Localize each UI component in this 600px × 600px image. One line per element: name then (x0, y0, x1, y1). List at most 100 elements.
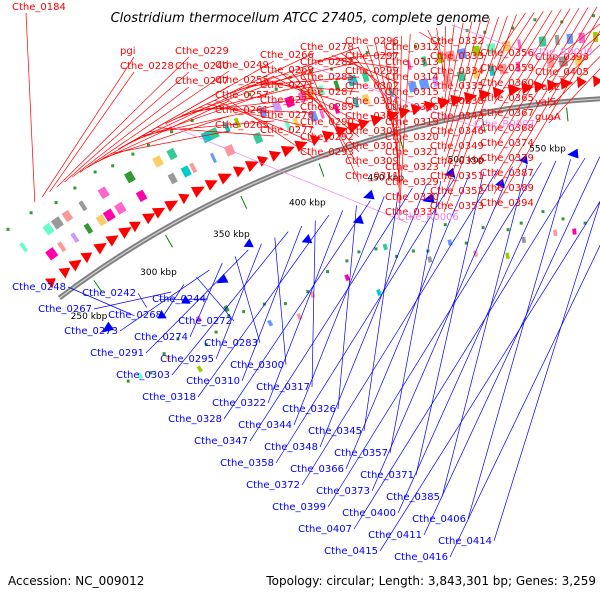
forward-leader-line (49, 71, 135, 193)
forward-gene-label: Cthe_0285 (300, 72, 354, 83)
forward-leader-line (398, 33, 411, 219)
forward-gene-label: Cthe_0249 (215, 60, 269, 71)
reverse-leader-line (267, 210, 344, 404)
forward-cds-arrow (93, 242, 107, 255)
forward-cds-arrow (280, 146, 295, 158)
scale-tick (93, 280, 103, 293)
forward-cds-arrow (142, 213, 156, 225)
reverse-leader-line (171, 231, 289, 376)
map-rings (57, 96, 600, 300)
inner-feature-segment (552, 229, 558, 237)
reverse-cds-arrow (301, 234, 313, 244)
forward-gene-label: Cthe_0374 (480, 138, 534, 149)
reverse-gene-label: Cthe_0274 (134, 332, 188, 343)
forward-leader-line (443, 15, 508, 198)
forward-cds-arrow (321, 130, 335, 142)
gene-features (6, 14, 600, 383)
rna-gene-label: Cthe_R0007 (474, 119, 535, 130)
cog-band-segment (135, 189, 148, 203)
gc-skew-marker (93, 170, 97, 174)
reverse-gene-label: Cthe_0348 (264, 442, 318, 453)
forward-gene-label: Cthe_0261 (215, 105, 269, 116)
cog-band-segment (180, 165, 192, 178)
forward-gene-label: Cthe_0320 (385, 132, 439, 143)
forward-gene-label: Cthe_0311 (345, 171, 399, 182)
forward-gene-label: Cthe_0350 (430, 156, 484, 167)
forward-cds-arrow (309, 134, 321, 147)
cog-band-segment (252, 131, 264, 145)
gc-skew-marker (349, 57, 353, 61)
forward-gene-label: Cthe_0365 (480, 93, 534, 104)
inner-feature-segment (521, 236, 527, 244)
forward-cds-arrow (256, 155, 269, 167)
reverse-gene-label: Cthe_0373 (316, 486, 370, 497)
forward-leader-line (392, 38, 400, 189)
reverse-gene-label: Cthe_0400 (342, 508, 396, 519)
forward-leader-line (332, 55, 400, 84)
forward-leader-line (493, 30, 600, 210)
forward-cds-arrow (335, 126, 348, 138)
forward-leader-line (548, 33, 600, 79)
forward-leader-line (289, 69, 360, 153)
forward-leader-line (141, 105, 275, 137)
forward-gene-label: Cthe_0352 (430, 186, 484, 197)
reverse-cds-arrow (101, 321, 115, 333)
forward-gene-label: Cthe_0282 (300, 57, 354, 68)
reverse-leader-line (467, 159, 571, 520)
forward-gene-label: Cthe_0277 (260, 125, 314, 136)
map-title: Clostridium thermocellum ATCC 27405, com… (111, 11, 490, 26)
forward-cds-arrow (357, 118, 370, 131)
reverse-leader-line (389, 180, 442, 454)
inner-feature-segment (427, 256, 433, 263)
forward-cds-arrow (294, 140, 308, 152)
forward-gene-label: Cthe_0331 (385, 207, 439, 218)
forward-gene-label: Cthe_0275 (260, 95, 314, 106)
forward-gene-label: Cthe_0304 (345, 96, 399, 107)
forward-cds-arrow (576, 76, 587, 89)
cog-band-segment (223, 122, 231, 133)
reverse-leader-line (449, 244, 600, 558)
forward-cds-arrow (204, 180, 218, 191)
scale-tick (482, 118, 486, 133)
forward-cds-arrow (80, 252, 93, 264)
gc-content-marker (541, 210, 545, 214)
forward-gene-label: Cthe_0278 (300, 42, 354, 53)
forward-cds-arrow (232, 166, 245, 178)
forward-gene-label: Cthe_0296 (345, 36, 399, 47)
gc-content-marker (374, 247, 378, 251)
cog-band-segment (538, 36, 547, 47)
reverse-gene-label: Cthe_0244 (152, 294, 206, 305)
reverse-leader-line (301, 168, 499, 486)
scale-tick (318, 163, 325, 177)
forward-leader-line (493, 8, 571, 135)
reverse-gene-label: Cthe_0385 (386, 492, 440, 503)
reverse-leader-line (423, 156, 600, 536)
forward-gene-label: Cthe_0228 (120, 61, 174, 72)
forward-gene-label: Cthe_0351 (430, 171, 484, 182)
forward-leader-line (443, 21, 473, 138)
cog-band-segment (488, 65, 496, 77)
forward-leader-line (493, 15, 600, 195)
gc-content-marker (149, 371, 153, 375)
forward-leader-line (493, 9, 562, 120)
cog-band-segment (42, 222, 55, 236)
gc-skew-marker (592, 14, 595, 18)
forward-cds-arrow (346, 122, 361, 134)
forward-gene-label: Cthe_0305 (345, 111, 399, 122)
cog-band-segment (19, 242, 29, 253)
forward-gene-label: Cthe_0266 (260, 50, 314, 61)
inner-feature-segment (296, 312, 303, 321)
reverse-gene-label: Cthe_0328 (168, 414, 222, 425)
reverse-cds-arrow (157, 310, 167, 319)
forward-leader-line (222, 96, 315, 159)
reverse-leader-line (311, 220, 316, 388)
reverse-leader-line (215, 243, 262, 360)
forward-leader-line (493, 6, 598, 180)
forward-gene-label: Cthe_0287 (300, 87, 354, 98)
gc-content-marker (283, 302, 287, 306)
inner-feature-segment (447, 239, 453, 246)
forward-leader-line (340, 52, 400, 99)
cog-band-segment (352, 97, 360, 108)
forward-leader-line (64, 71, 190, 183)
forward-leader-line (418, 31, 445, 48)
